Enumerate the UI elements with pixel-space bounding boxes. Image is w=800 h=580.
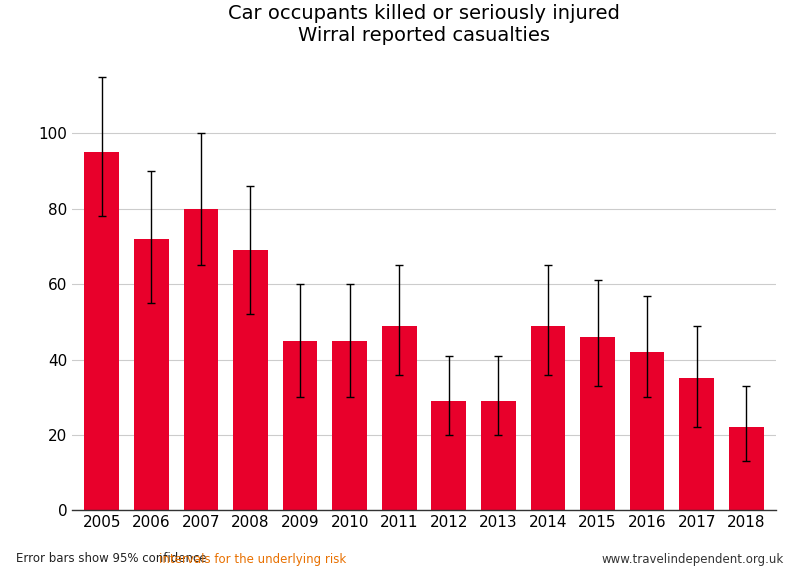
Title: Car occupants killed or seriously injured
Wirral reported casualties: Car occupants killed or seriously injure… [228,4,620,45]
Bar [233,251,268,510]
Bar [382,326,417,510]
Bar [431,401,466,510]
Bar [530,326,566,510]
Bar [481,401,516,510]
Bar [282,341,318,510]
Text: intervals for the underlying risk: intervals for the underlying risk [158,553,346,566]
Bar [630,352,665,510]
Bar [679,379,714,510]
Bar [183,209,218,510]
Bar [134,239,169,510]
Bar [332,341,367,510]
Text: www.travelindependent.org.uk: www.travelindependent.org.uk [602,553,784,566]
Bar [580,337,615,510]
Text: Error bars show 95% confidence: Error bars show 95% confidence [16,553,210,566]
Bar [84,152,119,510]
Bar [729,427,764,510]
